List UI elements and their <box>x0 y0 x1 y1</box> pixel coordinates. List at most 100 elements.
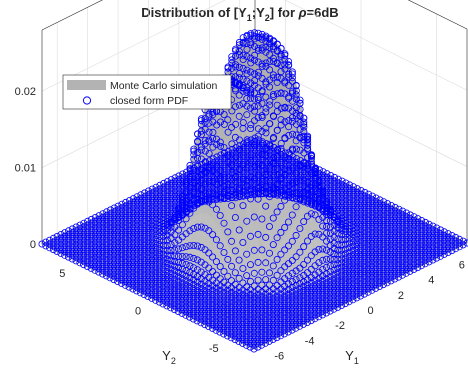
pdf-marker <box>365 194 373 202</box>
pdf-marker <box>201 192 209 200</box>
pdf-marker <box>383 245 391 253</box>
pdf-marker <box>118 223 126 231</box>
pdf-marker <box>159 228 167 236</box>
pdf-marker <box>364 205 372 213</box>
pdf-marker <box>402 243 410 251</box>
pdf-marker <box>156 185 164 193</box>
pdf-marker <box>338 200 346 208</box>
pdf-marker <box>417 247 425 255</box>
pdf-marker <box>288 68 296 76</box>
pdf-marker <box>414 215 422 223</box>
pdf-marker <box>285 158 293 166</box>
pdf-marker <box>163 227 171 235</box>
pdf-marker <box>114 210 122 218</box>
pdf-marker <box>243 95 251 103</box>
pdf-marker <box>376 215 384 223</box>
pdf-marker <box>163 241 171 249</box>
pdf-marker <box>140 234 148 242</box>
pdf-marker <box>410 216 418 224</box>
pdf-marker <box>194 185 202 193</box>
pdf-marker <box>327 183 335 191</box>
pdf-marker <box>281 65 289 73</box>
pdf-marker <box>368 218 376 226</box>
pdf-marker <box>387 201 395 209</box>
pdf-marker <box>417 228 425 236</box>
pdf-marker <box>61 232 69 240</box>
pdf-marker <box>296 168 304 176</box>
pdf-marker <box>399 218 407 226</box>
pdf-marker <box>281 187 289 195</box>
pdf-marker <box>205 179 213 187</box>
pdf-marker <box>353 200 361 208</box>
pdf-marker <box>197 131 205 139</box>
pdf-marker <box>129 232 137 240</box>
pdf-marker <box>251 134 259 142</box>
pdf-marker <box>357 217 365 225</box>
pdf-marker <box>262 166 270 174</box>
pdf-marker <box>110 242 118 250</box>
pdf-marker <box>156 245 164 253</box>
pdf-marker <box>338 241 346 249</box>
pdf-marker <box>304 183 312 191</box>
pdf-marker <box>421 226 429 234</box>
pdf-marker <box>144 217 152 225</box>
pdf-marker <box>307 210 315 218</box>
pdf-marker <box>346 200 354 208</box>
pdf-marker <box>99 229 107 237</box>
pdf-marker <box>429 241 437 249</box>
pdf-marker <box>232 52 240 60</box>
pdf-marker <box>357 235 365 243</box>
pdf-marker <box>175 187 183 195</box>
pdf-marker <box>277 170 285 178</box>
pdf-marker <box>49 242 57 250</box>
pdf-marker <box>463 239 468 247</box>
pdf-marker <box>167 179 175 187</box>
pdf-marker <box>228 179 236 187</box>
pdf-marker <box>110 230 118 238</box>
pdf-marker <box>440 235 448 243</box>
pdf-marker <box>205 168 213 176</box>
pdf-marker <box>243 172 251 180</box>
pdf-marker <box>152 206 160 214</box>
pdf-marker <box>376 200 384 208</box>
pdf-marker <box>114 232 122 240</box>
pdf-marker <box>440 231 448 239</box>
pdf-marker <box>217 170 225 178</box>
pdf-marker <box>228 187 236 195</box>
pdf-marker <box>304 154 312 162</box>
pdf-marker <box>361 230 369 238</box>
pdf-marker <box>349 217 357 225</box>
pdf-marker <box>175 194 183 202</box>
pdf-marker <box>141 200 149 208</box>
pdf-marker <box>217 159 225 167</box>
pdf-marker <box>323 185 331 193</box>
pdf-marker <box>311 211 319 219</box>
pdf-marker <box>148 193 156 201</box>
pdf-marker <box>231 103 239 111</box>
pdf-marker <box>251 160 259 168</box>
pdf-marker <box>281 79 289 87</box>
pdf-marker <box>273 165 281 173</box>
pdf-marker <box>379 239 387 247</box>
pdf-marker <box>273 153 281 161</box>
pdf-marker <box>391 215 399 223</box>
pdf-marker <box>179 177 187 185</box>
pdf-marker <box>364 235 372 243</box>
pdf-marker <box>376 211 384 219</box>
pdf-marker <box>87 227 95 235</box>
pdf-marker <box>364 247 372 255</box>
pdf-marker <box>349 242 357 250</box>
pdf-marker <box>387 209 395 217</box>
pdf-marker <box>160 191 168 199</box>
pdf-marker <box>395 239 403 247</box>
pdf-marker <box>91 213 99 221</box>
pdf-marker <box>133 245 141 253</box>
pdf-marker <box>99 210 107 218</box>
pdf-marker <box>414 226 422 234</box>
pdf-marker <box>99 240 107 248</box>
pdf-marker <box>387 224 395 232</box>
pdf-marker <box>368 215 376 223</box>
pdf-marker <box>251 179 259 187</box>
pdf-marker <box>330 173 338 181</box>
pdf-marker <box>137 225 145 233</box>
